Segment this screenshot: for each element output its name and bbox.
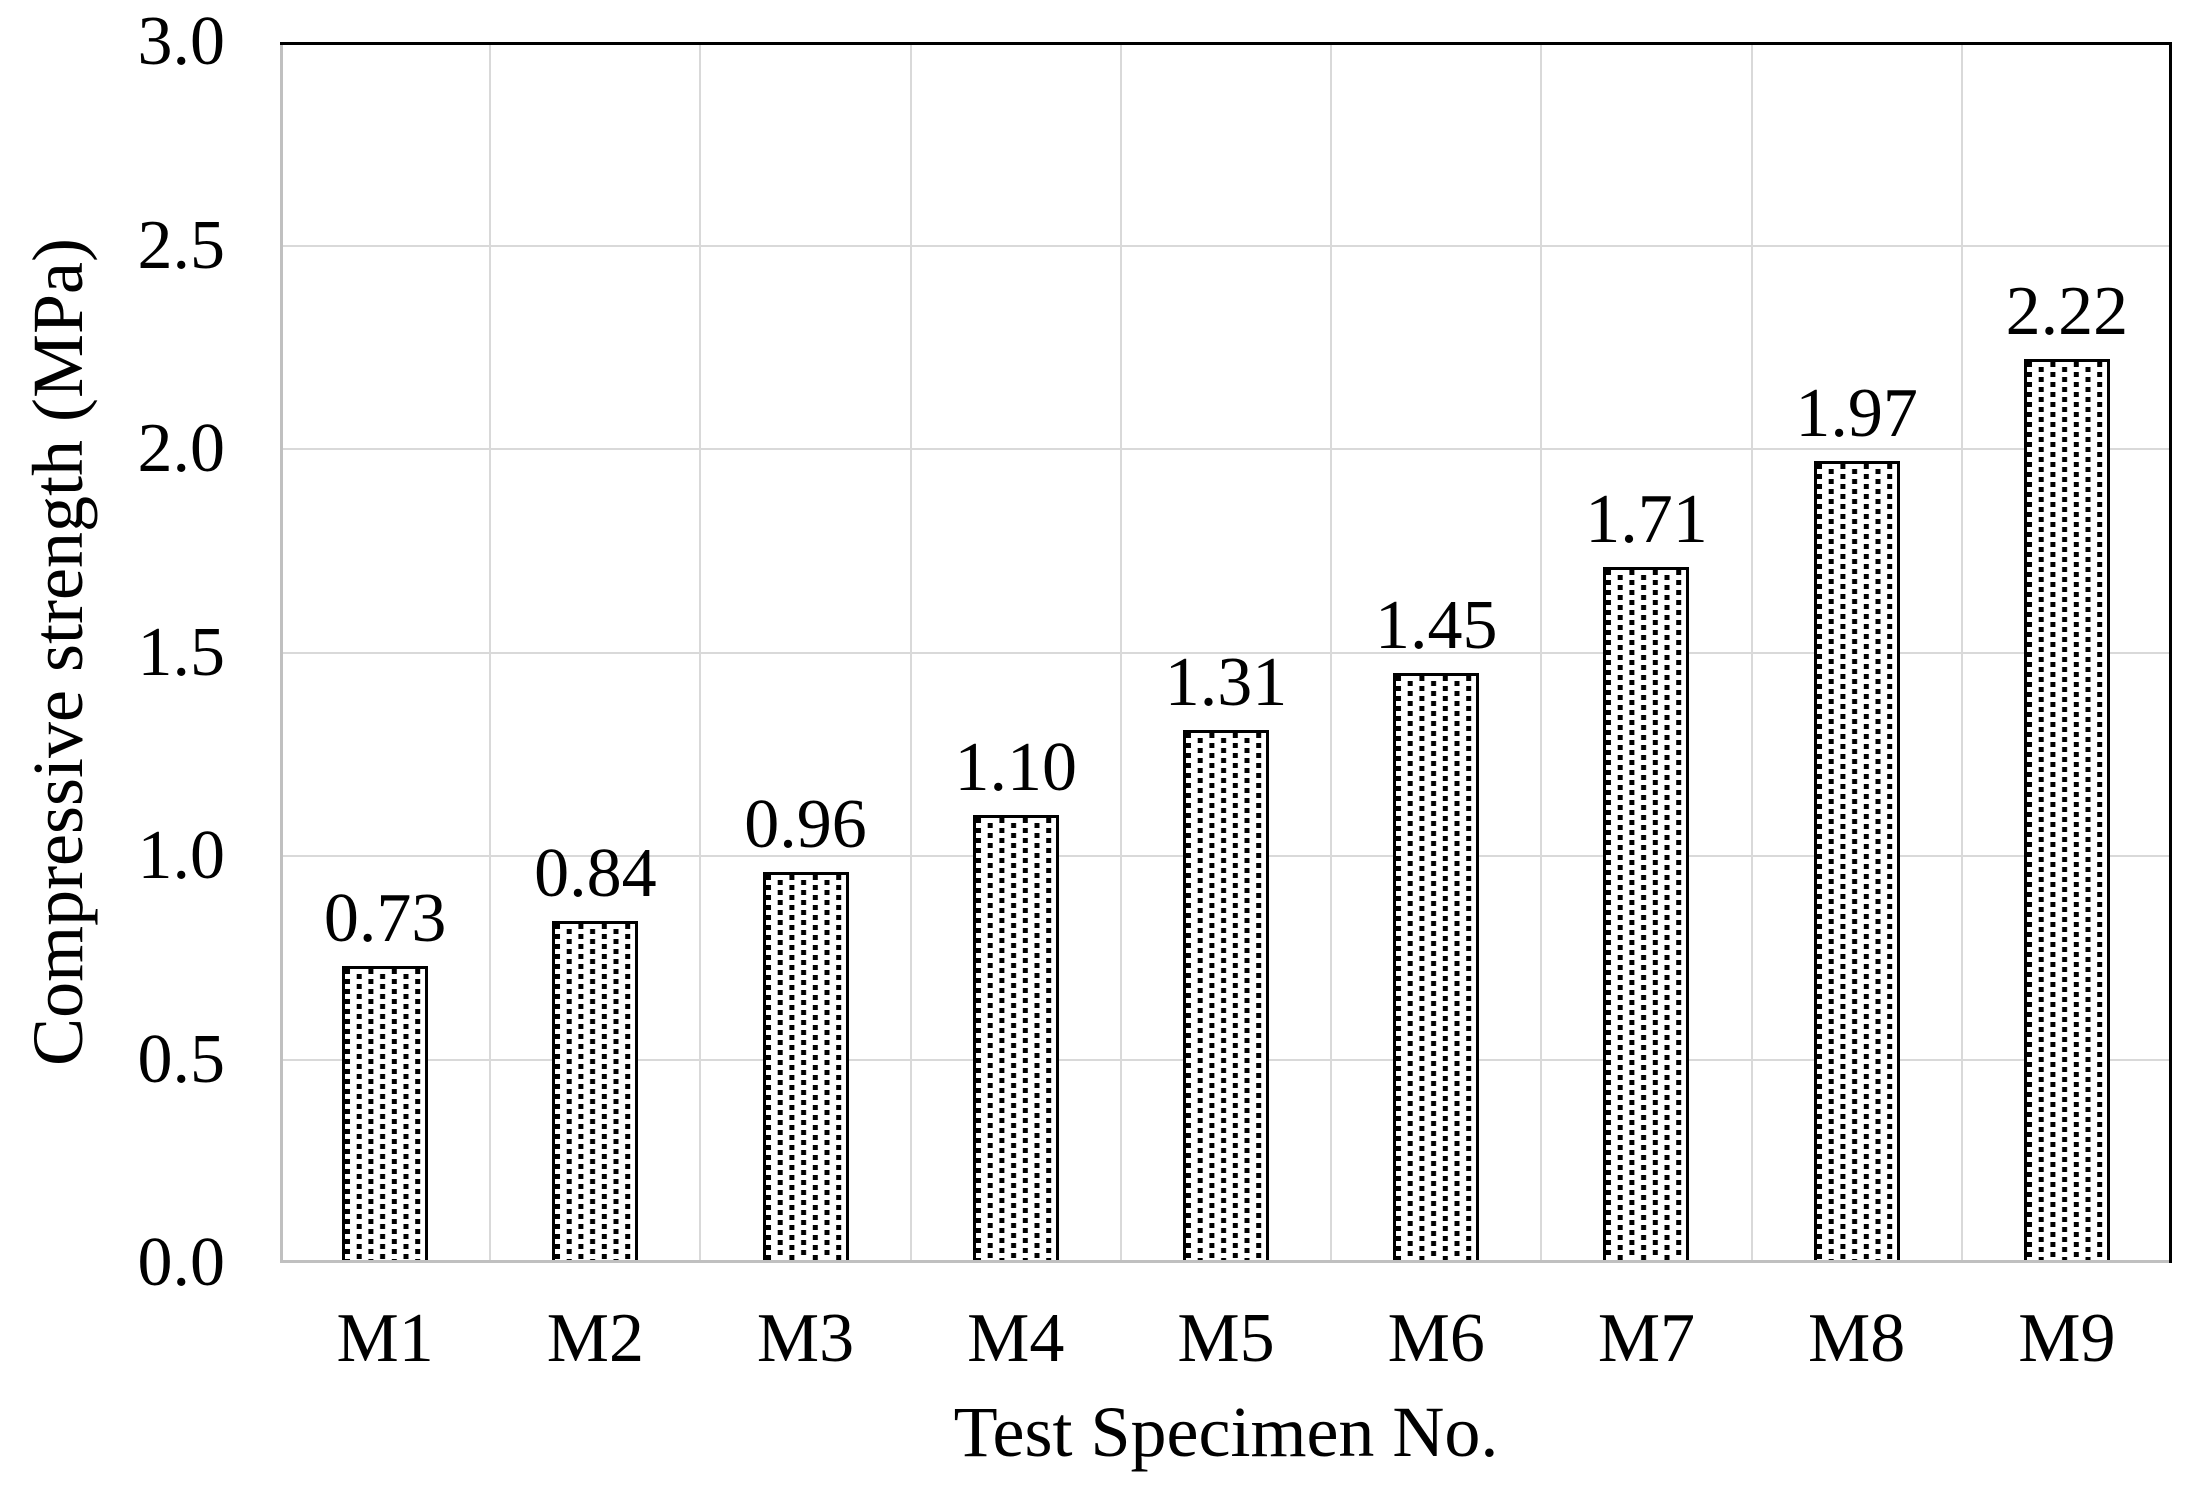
bar	[762, 872, 849, 1263]
bar-fill	[975, 818, 1056, 1263]
y-tick-label: 0.5	[137, 1020, 226, 1098]
x-axis-line	[280, 1260, 2172, 1263]
bar-fill	[1606, 570, 1687, 1263]
x-tick-label: M7	[1597, 1300, 1696, 1377]
bar-fill	[555, 924, 636, 1263]
bar-pattern-svg	[345, 968, 426, 1263]
y-tick-label: 1.5	[137, 613, 226, 691]
v-gridline	[1119, 42, 1122, 1263]
bar-pattern-svg	[975, 818, 1056, 1263]
x-tick-label: M1	[336, 1300, 434, 1377]
bar	[972, 815, 1059, 1263]
v-gridline	[909, 42, 912, 1263]
bar-value-label: 1.45	[1374, 586, 1498, 664]
x-tick-label: M2	[546, 1300, 644, 1377]
h-gridline	[280, 651, 2172, 654]
v-gridline	[1540, 42, 1543, 1263]
bar-fill	[765, 875, 846, 1263]
v-gridline	[489, 42, 492, 1263]
bar-pattern-svg	[1816, 464, 1897, 1263]
y-tick-label: 3.0	[137, 3, 226, 80]
bar-value-label: 0.84	[534, 835, 657, 913]
h-gridline	[280, 244, 2172, 247]
x-axis-title: Test Specimen No.	[953, 1392, 1499, 1472]
v-gridline	[1750, 42, 1753, 1263]
bar	[1603, 567, 1690, 1263]
bar-value-label: 2.22	[2005, 273, 2129, 351]
bar	[1813, 461, 1900, 1263]
bar	[1183, 729, 1269, 1263]
bar-value-label: 1.97	[1795, 375, 1918, 453]
bar-fill	[1186, 732, 1266, 1263]
bar-pattern-svg	[1606, 570, 1687, 1263]
bar-fill	[1816, 464, 1897, 1263]
y-tick-label: 1.0	[137, 817, 226, 894]
v-gridline	[1960, 42, 1963, 1263]
bar-pattern-svg	[1396, 675, 1477, 1263]
bar-pattern-svg	[1186, 732, 1266, 1263]
x-tick-label: M5	[1177, 1300, 1275, 1377]
bar-pattern-svg	[555, 924, 636, 1263]
bar-fill	[2026, 362, 2107, 1263]
y-axis-line	[280, 42, 283, 1263]
y-tick-label: 2.0	[137, 410, 226, 487]
bar-value-label: 1.10	[954, 729, 1078, 807]
y-tick-label: 0.0	[137, 1224, 226, 1301]
x-tick-label: M8	[1808, 1300, 1906, 1377]
frame-right	[2169, 42, 2172, 1263]
x-tick-label: M6	[1387, 1300, 1485, 1377]
bar-value-label: 1.31	[1164, 643, 1288, 721]
x-tick-label: M4	[967, 1300, 1065, 1377]
bar	[552, 921, 639, 1263]
bar-value-label: 0.73	[323, 879, 447, 957]
bar	[2023, 359, 2110, 1263]
y-tick-label: 2.5	[137, 206, 226, 284]
bar-pattern-svg	[2026, 362, 2107, 1263]
v-gridline	[699, 42, 702, 1263]
bar-fill	[1396, 675, 1477, 1263]
bar-pattern-svg	[765, 875, 846, 1263]
h-gridline	[280, 448, 2172, 450]
x-tick-label: M9	[2018, 1300, 2116, 1377]
x-tick-label: M3	[756, 1300, 855, 1377]
bar	[1393, 672, 1480, 1263]
v-gridline	[1330, 42, 1333, 1263]
bar-value-label: 0.96	[744, 786, 867, 864]
bar-fill	[345, 968, 426, 1263]
frame-top	[280, 42, 2172, 45]
bar-value-label: 1.71	[1585, 481, 1708, 559]
plot-area: 0.73 0.84 0.96 1.10 1.31 1.45 1.71 1.97 2.22	[280, 42, 2172, 1263]
bar	[342, 965, 429, 1263]
